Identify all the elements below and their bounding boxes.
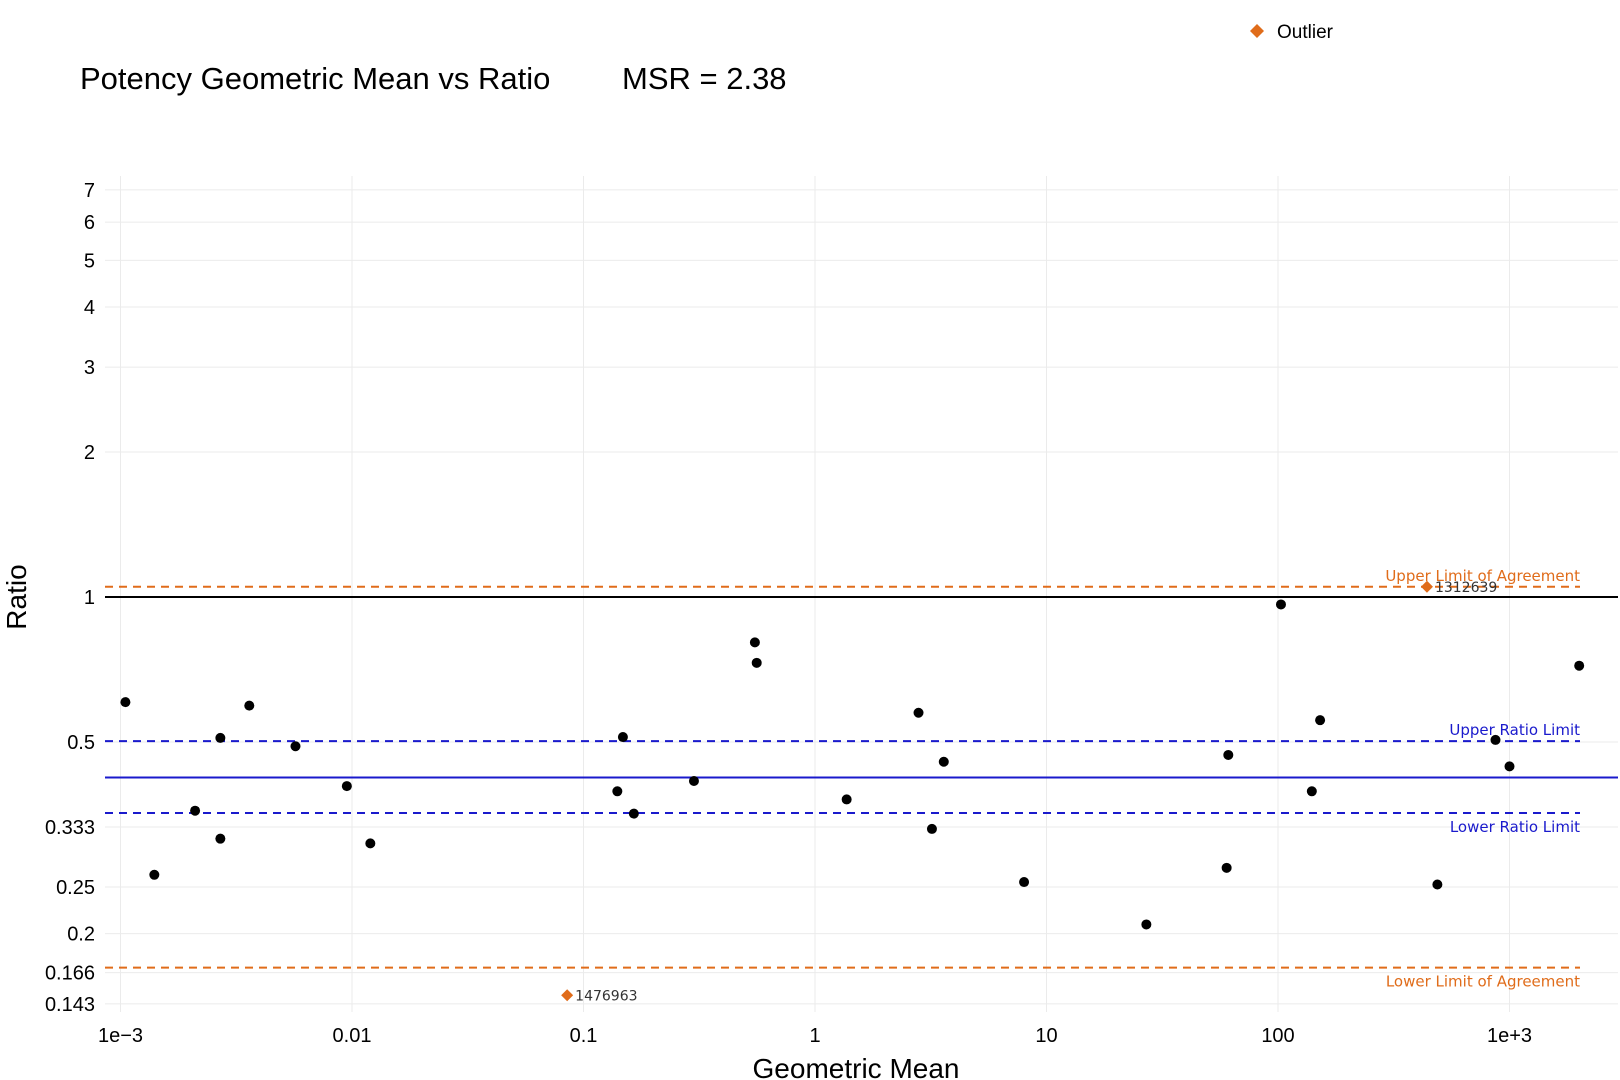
legend-outlier-label: Outlier [1277,22,1334,43]
data-point[interactable] [1432,879,1443,890]
data-point[interactable] [1574,660,1585,671]
x-tick-label: 0.01 [333,1025,372,1047]
data-point[interactable] [1490,734,1501,745]
y-tick-label: 6 [84,212,95,234]
data-point[interactable] [1019,877,1030,888]
reference-lines: Upper Limit of Agreement Upper Ratio Limi… [105,567,1618,991]
data-point[interactable] [841,794,852,805]
data-point[interactable] [938,756,949,767]
data-point[interactable] [215,833,226,844]
y-tick-label: 7 [84,180,95,202]
reference-line-label: Upper Ratio Limit [1449,721,1580,739]
data-point[interactable] [749,637,760,648]
y-axis-title: Ratio [1,564,32,629]
x-tick-label: 1 [809,1025,820,1047]
data-point[interactable] [926,823,937,834]
data-point[interactable] [688,775,699,786]
y-tick-label: 5 [84,250,95,272]
y-axis-ticks: 0.143 0.166 0.2 0.25 0.333 0.5 1 2 3 4 5 6 7 [45,180,95,1016]
y-tick-label: 0.5 [67,732,95,754]
x-tick-label: 100 [1261,1025,1294,1047]
data-point[interactable] [1223,749,1234,760]
data-point[interactable] [341,781,352,792]
x-tick-label: 1e−3 [98,1025,143,1047]
data-point[interactable] [1315,715,1326,726]
data-point[interactable] [120,697,131,708]
legend[interactable]: Outlier [1250,22,1334,43]
data-point[interactable] [244,700,255,711]
data-point[interactable] [1504,761,1515,772]
data-point[interactable] [751,657,762,668]
y-tick-label: 0.25 [56,877,95,899]
x-axis-ticks: 1e−3 0.01 0.1 1 10 100 1e+3 [98,1025,1532,1047]
y-tick-label: 0.166 [45,963,95,985]
outlier-point-label: 1476963 [575,988,637,1004]
chart-subtitle: MSR = 2.38 [622,61,787,96]
data-point[interactable] [215,732,226,743]
x-axis-title: Geometric Mean [753,1053,960,1080]
data-point[interactable] [365,838,376,849]
data-point[interactable] [190,805,201,816]
x-tick-label: 1e+3 [1487,1025,1532,1047]
y-tick-label: 2 [84,442,95,464]
y-tick-label: 4 [84,297,95,319]
data-point[interactable] [1141,919,1152,930]
y-tick-label: 0.143 [45,994,95,1016]
data-point[interactable] [617,732,628,743]
chart-title: Potency Geometric Mean vs Ratio [80,61,550,96]
data-point[interactable] [290,741,301,752]
data-point[interactable] [1306,786,1317,797]
x-tick-label: 10 [1035,1025,1057,1047]
y-tick-label: 0.2 [67,924,95,946]
data-point[interactable] [628,808,639,819]
y-tick-label: 0.333 [45,817,95,839]
legend-outlier-marker [1250,24,1264,38]
reference-line-label: Lower Limit of Agreement [1386,973,1580,991]
grid-lines [105,176,1618,1012]
y-tick-label: 3 [84,357,95,379]
data-point[interactable] [1275,599,1286,610]
data-points: 1476963 1312639 [120,580,1585,1004]
data-point[interactable] [1221,862,1232,873]
outlier-point[interactable] [1420,580,1433,593]
data-point[interactable] [913,707,924,718]
data-point[interactable] [612,786,623,797]
outlier-point-label: 1312639 [1435,580,1497,596]
x-tick-label: 0.1 [570,1025,598,1047]
data-point[interactable] [149,869,160,880]
reference-line-label: Lower Ratio Limit [1450,818,1580,836]
outlier-point[interactable] [561,989,574,1002]
y-tick-label: 1 [84,587,95,609]
reference-line-label: Upper Limit of Agreement [1385,567,1580,585]
